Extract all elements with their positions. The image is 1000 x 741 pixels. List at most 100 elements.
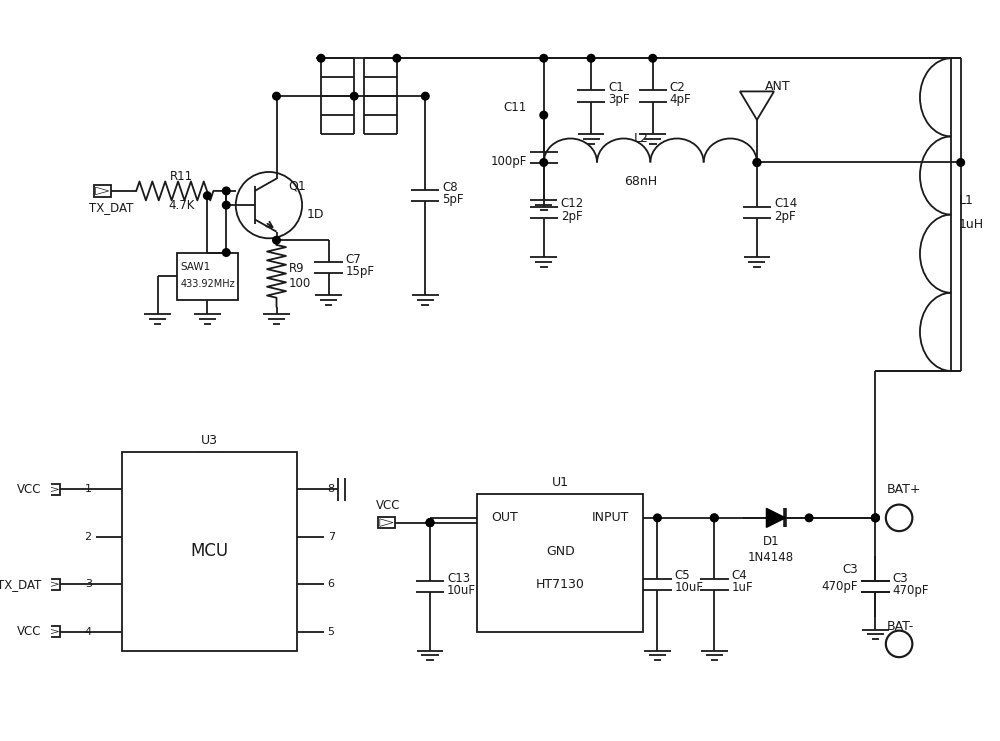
Text: 3: 3 xyxy=(85,579,92,589)
Text: 4pF: 4pF xyxy=(670,93,691,107)
Text: HT7130: HT7130 xyxy=(536,578,585,591)
Text: 10uF: 10uF xyxy=(447,584,476,597)
Text: 1: 1 xyxy=(85,485,92,494)
Text: C1: C1 xyxy=(608,81,624,94)
Circle shape xyxy=(540,54,548,62)
Text: VCC: VCC xyxy=(376,499,401,512)
Circle shape xyxy=(872,514,879,522)
Text: 1D: 1D xyxy=(307,208,324,221)
Circle shape xyxy=(654,514,661,522)
Circle shape xyxy=(649,54,657,62)
Circle shape xyxy=(273,236,280,244)
Text: L1: L1 xyxy=(959,194,974,207)
Text: 7: 7 xyxy=(328,532,335,542)
Text: VCC: VCC xyxy=(17,625,41,638)
Text: GND: GND xyxy=(546,545,575,557)
Text: 6: 6 xyxy=(328,579,335,589)
Polygon shape xyxy=(96,187,109,195)
Polygon shape xyxy=(45,485,59,494)
Polygon shape xyxy=(45,580,59,588)
Text: BAT-: BAT- xyxy=(887,620,914,634)
Circle shape xyxy=(886,505,912,531)
Text: 470pF: 470pF xyxy=(892,584,929,597)
Text: C11: C11 xyxy=(503,101,527,114)
Text: 1uF: 1uF xyxy=(731,582,753,594)
Text: C5: C5 xyxy=(675,569,690,582)
Circle shape xyxy=(222,187,230,195)
Text: BAT+: BAT+ xyxy=(887,483,921,496)
Text: SAW1: SAW1 xyxy=(181,262,211,272)
Text: C3: C3 xyxy=(892,571,908,585)
Circle shape xyxy=(426,519,434,526)
Polygon shape xyxy=(380,519,393,526)
Circle shape xyxy=(317,54,325,62)
Text: MCU: MCU xyxy=(191,542,229,560)
Text: C12: C12 xyxy=(561,197,584,210)
Text: OUT: OUT xyxy=(492,511,518,525)
Bar xyxy=(477,494,643,631)
Text: 2: 2 xyxy=(85,532,92,542)
Circle shape xyxy=(421,93,429,100)
Circle shape xyxy=(426,519,434,526)
Text: 10uF: 10uF xyxy=(675,582,704,594)
Text: 100: 100 xyxy=(289,277,311,290)
Text: C2: C2 xyxy=(670,81,686,94)
Bar xyxy=(43,626,60,637)
Text: 68nH: 68nH xyxy=(624,175,657,188)
Circle shape xyxy=(753,159,761,166)
Circle shape xyxy=(711,514,718,522)
Text: R9: R9 xyxy=(289,262,304,275)
Circle shape xyxy=(753,159,761,166)
Text: U1: U1 xyxy=(552,476,569,489)
Bar xyxy=(43,484,60,495)
Text: C8: C8 xyxy=(442,181,458,193)
Polygon shape xyxy=(740,91,774,120)
Text: D1: D1 xyxy=(763,535,779,548)
Text: L2: L2 xyxy=(633,133,648,145)
Circle shape xyxy=(204,192,211,199)
Circle shape xyxy=(540,159,548,166)
Text: C13: C13 xyxy=(447,571,470,585)
Circle shape xyxy=(350,93,358,100)
Text: C7: C7 xyxy=(346,253,361,266)
Text: 2pF: 2pF xyxy=(774,210,796,222)
Circle shape xyxy=(872,514,879,522)
Text: C4: C4 xyxy=(731,569,747,582)
Text: 3pF: 3pF xyxy=(608,93,630,107)
Text: 4: 4 xyxy=(85,627,92,637)
Bar xyxy=(43,579,60,590)
Polygon shape xyxy=(45,628,59,635)
Bar xyxy=(94,185,111,196)
Text: 5: 5 xyxy=(328,627,335,637)
Bar xyxy=(177,253,238,300)
Circle shape xyxy=(540,111,548,119)
Bar xyxy=(378,517,395,528)
Text: U3: U3 xyxy=(201,433,218,447)
Circle shape xyxy=(426,519,434,526)
Text: 100pF: 100pF xyxy=(490,155,527,168)
Text: 4.7K: 4.7K xyxy=(168,199,194,212)
Circle shape xyxy=(273,93,280,100)
Text: TX_DAT: TX_DAT xyxy=(0,578,41,591)
Text: 5pF: 5pF xyxy=(442,193,464,206)
Circle shape xyxy=(957,159,964,166)
Circle shape xyxy=(886,631,912,657)
Text: ANT: ANT xyxy=(765,80,790,93)
Circle shape xyxy=(222,249,230,256)
Text: 1N4148: 1N4148 xyxy=(748,551,794,564)
Text: C14: C14 xyxy=(774,197,797,210)
Text: Q1: Q1 xyxy=(288,179,306,193)
Circle shape xyxy=(805,514,813,522)
Text: C3: C3 xyxy=(843,563,858,576)
Text: R11: R11 xyxy=(170,170,193,183)
Text: VCC: VCC xyxy=(17,483,41,496)
Polygon shape xyxy=(766,508,785,528)
Circle shape xyxy=(587,54,595,62)
Text: 15pF: 15pF xyxy=(346,265,375,278)
Circle shape xyxy=(236,172,302,239)
Bar xyxy=(122,451,297,651)
Circle shape xyxy=(711,514,718,522)
Text: 2pF: 2pF xyxy=(561,210,582,222)
Circle shape xyxy=(393,54,401,62)
Text: 1uH: 1uH xyxy=(959,218,984,230)
